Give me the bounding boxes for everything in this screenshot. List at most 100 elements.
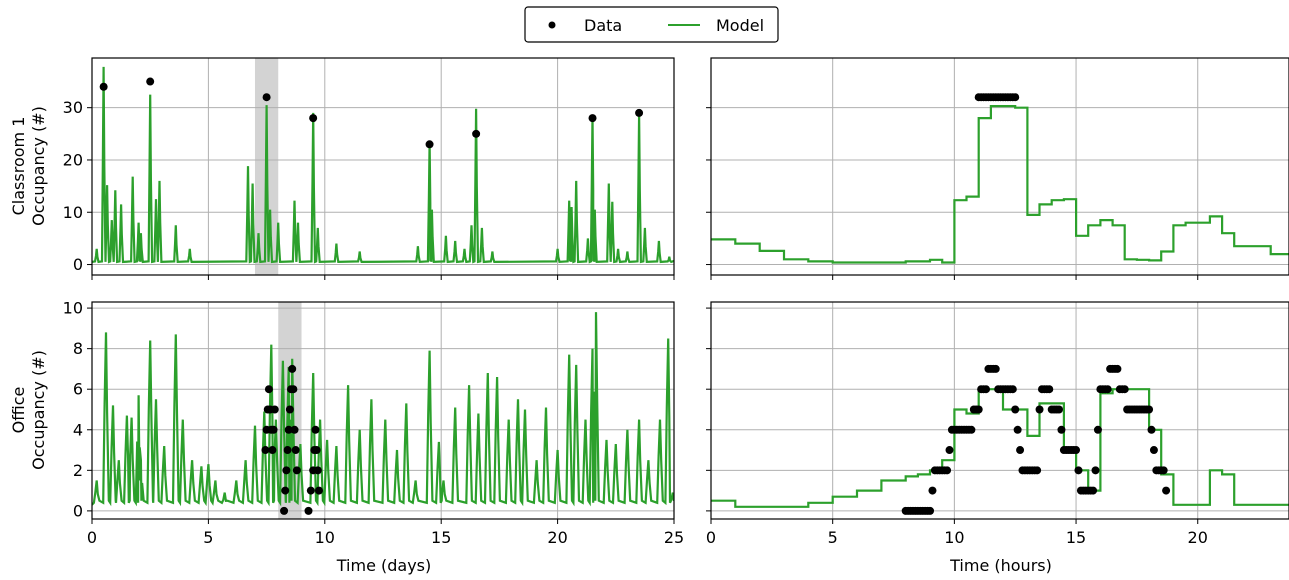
y-tick-label: 30 <box>63 98 83 117</box>
data-point <box>309 114 318 123</box>
data-point <box>306 486 315 495</box>
data-point <box>288 364 297 373</box>
data-point <box>991 364 1000 373</box>
legend: Data Model <box>524 6 779 43</box>
data-point <box>1074 466 1083 475</box>
data-point <box>290 425 299 434</box>
data-point <box>313 466 322 475</box>
data-point <box>1016 446 1025 455</box>
y-tick-label: 0 <box>73 255 83 274</box>
x-tick-label: 0 <box>706 528 716 547</box>
x-tick-label: 5 <box>203 528 213 547</box>
data-point <box>292 466 301 475</box>
data-point <box>285 405 294 414</box>
data-point <box>289 385 298 394</box>
data-point <box>281 486 290 495</box>
model-line-office-hours <box>711 388 1289 508</box>
ylabel-classroom-line2: Occupancy (#) <box>29 106 48 226</box>
data-point <box>967 425 976 434</box>
axes-frame-classroom-days <box>91 57 675 276</box>
data-point <box>264 385 273 394</box>
x-tick-label: 15 <box>1066 528 1086 547</box>
data-point <box>945 446 954 455</box>
ylabel-office-line1: Office <box>9 387 28 434</box>
data-point <box>1093 425 1102 434</box>
y-tick-label: 2 <box>73 461 83 480</box>
data-point <box>1147 425 1156 434</box>
axes-frames <box>87 57 1289 524</box>
x-tick-label: 5 <box>828 528 838 547</box>
x-tick-label: 0 <box>87 528 97 547</box>
data-point <box>635 108 644 117</box>
x-tick-label: 20 <box>1188 528 1208 547</box>
data-point <box>283 446 292 455</box>
model-line-classroom-days <box>92 66 674 264</box>
data-point <box>1055 405 1064 414</box>
data-point <box>1120 385 1129 394</box>
x-tick-label: 15 <box>431 528 451 547</box>
data-point <box>304 506 313 515</box>
data-point <box>262 93 271 102</box>
legend-data-label: Data <box>584 16 622 35</box>
x-tick-label: 25 <box>664 528 684 547</box>
data-point <box>1008 385 1017 394</box>
y-tick-label: 4 <box>73 420 83 439</box>
data-point <box>588 114 597 123</box>
data-point <box>314 486 323 495</box>
ylabel-office-line2: Occupancy (#) <box>29 350 48 470</box>
model-line-classroom-hours <box>711 105 1289 264</box>
y-tick-label: 0 <box>73 501 83 520</box>
data-point <box>1011 405 1020 414</box>
legend-data-marker <box>548 21 556 29</box>
y-tick-label: 10 <box>63 203 83 222</box>
data-point <box>1011 93 1020 102</box>
data-point <box>1159 466 1168 475</box>
y-tick-label: 6 <box>73 380 83 399</box>
data-point <box>269 425 278 434</box>
y-tick-label: 8 <box>73 339 83 358</box>
data-point <box>1113 364 1122 373</box>
model-lines <box>92 66 1289 508</box>
data-point <box>280 506 289 515</box>
y-tick-label: 10 <box>63 299 83 318</box>
data-point <box>974 405 983 414</box>
data-point <box>425 140 434 149</box>
data-point <box>291 446 300 455</box>
data-point <box>312 446 321 455</box>
xlabel-days: Time (days) <box>336 556 432 575</box>
legend-box <box>524 6 779 43</box>
x-tick-label: 10 <box>315 528 335 547</box>
data-point <box>982 385 991 394</box>
x-tick-label: 20 <box>547 528 567 547</box>
data-point <box>1013 425 1022 434</box>
data-point <box>1072 446 1081 455</box>
data-point <box>146 77 155 86</box>
data-points <box>99 77 1171 515</box>
data-point <box>472 129 481 138</box>
data-point <box>284 425 293 434</box>
y-tick-label: 20 <box>63 150 83 169</box>
data-point <box>99 82 108 91</box>
data-point <box>1045 385 1054 394</box>
data-point <box>1089 486 1098 495</box>
data-point <box>1033 466 1042 475</box>
data-point <box>1162 486 1171 495</box>
axes-frame-classroom-hours <box>710 57 1289 276</box>
data-point <box>311 425 320 434</box>
data-point <box>943 466 952 475</box>
data-point <box>282 466 291 475</box>
x-tick-label: 10 <box>944 528 964 547</box>
ylabel-classroom-line1: Classroom 1 <box>9 117 28 216</box>
model-line-office-days <box>92 312 674 507</box>
axes-frame-office-hours <box>710 301 1289 520</box>
data-point <box>928 486 937 495</box>
data-point <box>1103 385 1112 394</box>
data-point <box>1057 425 1066 434</box>
data-point <box>270 405 279 414</box>
axes-frame-office-days <box>91 301 675 520</box>
data-point <box>1035 405 1044 414</box>
data-point <box>261 446 270 455</box>
data-point <box>1149 446 1158 455</box>
